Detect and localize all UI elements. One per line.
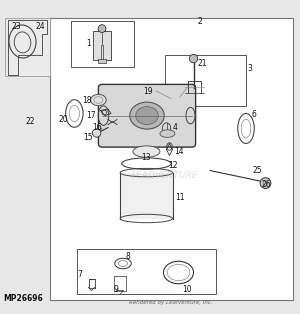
Bar <box>165 55 246 106</box>
Text: LEADVENTURE: LEADVENTURE <box>132 171 198 180</box>
Text: MP26696: MP26696 <box>3 295 43 303</box>
Text: 23: 23 <box>11 22 21 31</box>
FancyBboxPatch shape <box>98 84 196 147</box>
Circle shape <box>98 25 106 33</box>
Text: 8: 8 <box>125 252 130 261</box>
Text: 11: 11 <box>176 193 185 202</box>
Ellipse shape <box>130 102 164 129</box>
Circle shape <box>92 129 101 137</box>
Text: 6: 6 <box>252 110 257 119</box>
Text: 19: 19 <box>143 87 153 96</box>
Text: 22: 22 <box>26 116 35 126</box>
Circle shape <box>260 178 271 188</box>
Circle shape <box>189 54 198 63</box>
Text: 21: 21 <box>198 59 208 68</box>
Text: 17: 17 <box>86 111 95 120</box>
Bar <box>76 248 216 294</box>
Text: 14: 14 <box>175 147 184 155</box>
Text: 13: 13 <box>142 153 151 161</box>
Ellipse shape <box>136 106 158 125</box>
Text: 12: 12 <box>168 161 178 171</box>
Bar <box>120 173 173 219</box>
Bar <box>50 18 292 300</box>
Text: 18: 18 <box>82 96 92 105</box>
Text: Rendered by LeafVenture, Inc.: Rendered by LeafVenture, Inc. <box>129 300 212 305</box>
Text: 25: 25 <box>253 166 262 175</box>
Text: 10: 10 <box>183 285 192 294</box>
Text: 2: 2 <box>197 17 202 26</box>
Text: 26: 26 <box>262 180 271 189</box>
Text: 16: 16 <box>92 122 102 132</box>
Text: 7: 7 <box>78 270 82 279</box>
Bar <box>70 20 134 67</box>
Ellipse shape <box>91 94 106 106</box>
Text: 20: 20 <box>59 115 68 124</box>
Bar <box>98 59 106 62</box>
Text: 4: 4 <box>172 122 177 132</box>
Ellipse shape <box>133 146 160 157</box>
Bar <box>4 18 50 76</box>
Text: 9: 9 <box>113 285 118 294</box>
Text: 1: 1 <box>86 39 91 48</box>
Text: 24: 24 <box>35 22 45 31</box>
Bar <box>93 31 111 59</box>
Text: 3: 3 <box>248 64 253 73</box>
Text: 15: 15 <box>83 133 92 142</box>
Ellipse shape <box>160 130 175 137</box>
